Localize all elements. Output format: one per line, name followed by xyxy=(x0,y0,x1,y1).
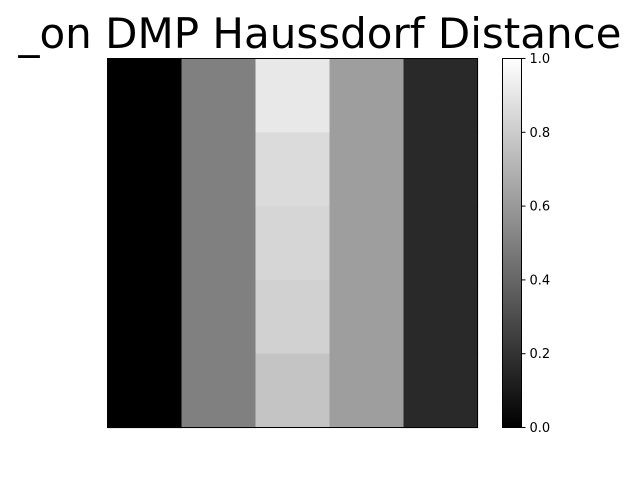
heatmap-cell-r1-c2 xyxy=(255,132,331,207)
colorbar-tick-label: 0.0 xyxy=(530,421,551,436)
heatmap-cell-r1-c4 xyxy=(403,132,479,207)
heatmap-cell-r4-c1 xyxy=(181,353,257,429)
heatmap-cell-r4-c2 xyxy=(255,353,331,429)
heatmap-cell-r0-c1 xyxy=(181,58,257,133)
heatmap-cell-r0-c4 xyxy=(403,58,479,133)
heatmap-cell-r2-c2 xyxy=(255,206,331,281)
heatmap-cell-r3-c3 xyxy=(329,279,405,355)
heatmap-cell-r2-c4 xyxy=(403,206,479,281)
heatmap-cells xyxy=(107,58,479,429)
heatmap-cell-r2-c0 xyxy=(107,206,183,281)
colorbar-ticks: 0.0 0.2 0.4 0.6 0.8 1.0 xyxy=(521,52,551,436)
heatmap-cell-r4-c0 xyxy=(107,353,183,429)
colorbar-tick-label: 0.4 xyxy=(530,273,551,288)
heatmap-cell-r1-c3 xyxy=(329,132,405,207)
colorbar-tick-label: 0.8 xyxy=(530,126,551,141)
heatmap-cell-r0-c3 xyxy=(329,58,405,133)
heatmap-cell-r1-c1 xyxy=(181,132,257,207)
heatmap-cell-r2-c3 xyxy=(329,206,405,281)
colorbar xyxy=(502,58,522,428)
colorbar-tick-label: 1.0 xyxy=(530,52,551,67)
chart-title-text: _on DMP Haussdorf Distance xyxy=(18,9,622,58)
heatmap-cell-r4-c3 xyxy=(329,353,405,429)
heatmap-frame xyxy=(107,58,478,428)
heatmap-cell-r3-c1 xyxy=(181,279,257,355)
chart-title: _on DMP Haussdorf Distance xyxy=(0,8,640,60)
heatmap-cell-r3-c0 xyxy=(107,279,183,355)
heatmap-cell-r2-c1 xyxy=(181,206,257,281)
heatmap-cell-r3-c4 xyxy=(403,279,479,355)
heatmap-cell-r0-c2 xyxy=(255,58,331,133)
heatmap-cell-r3-c2 xyxy=(255,279,331,355)
heatmap-cell-r4-c4 xyxy=(403,353,479,429)
colorbar-tick-label: 0.2 xyxy=(530,347,551,362)
heatmap-cell-r1-c0 xyxy=(107,132,183,207)
heatmap-cell-r0-c0 xyxy=(107,58,183,133)
colorbar-tick-label: 0.6 xyxy=(530,200,551,215)
